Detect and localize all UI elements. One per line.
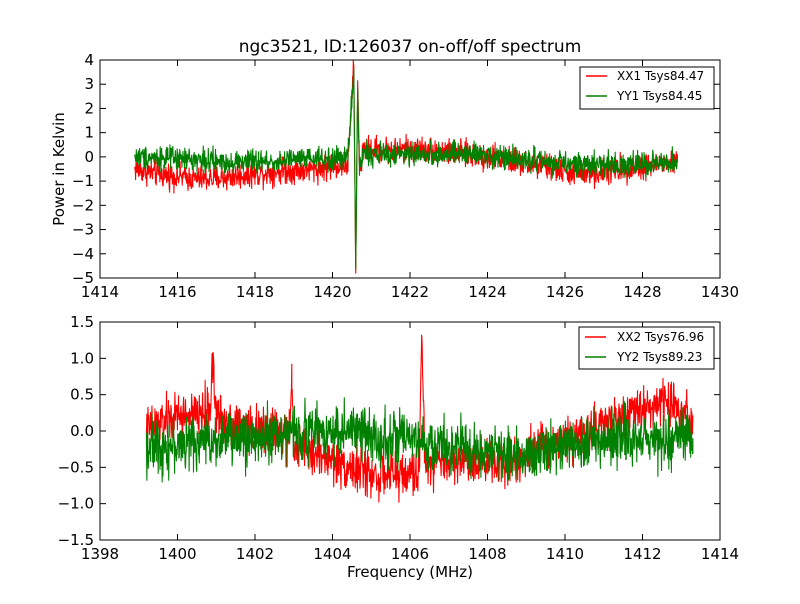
top-y-tick-label: −5 [72,269,94,287]
bottom-y-tick-label: −1.5 [58,531,94,549]
top-legend-label-yy1: YY1 Tsys84.45 [616,89,702,103]
top-legend-box [579,66,715,110]
bottom-x-tick-label: 1402 [236,545,274,563]
top-y-tick-label: −4 [72,245,94,263]
bottom-x-tick-label: 1404 [313,545,351,563]
bottom-x-tick-label: 1406 [391,545,429,563]
bottom-y-tick-label: 1.0 [70,349,94,367]
top-y-tick-label: 0 [84,148,94,166]
bottom-legend-label-xx2: XX2 Tsys76.96 [617,330,704,344]
chart-title: ngc3521, ID:126037 on-off/off spectrum [239,37,582,57]
bottom-x-tick-label: 1412 [623,545,661,563]
top-x-tick-label: 1420 [313,283,351,301]
top-y-tick-label: −2 [72,196,94,214]
bottom-x-tick-label: 1414 [701,545,739,563]
bottom-series-layer [145,334,694,503]
bottom-legend: XX2 Tsys76.96 YY2 Tsys89.23 [578,326,715,370]
top-x-tick-label: 1416 [158,283,196,301]
top-legend: XX1 Tsys84.47 YY1 Tsys84.45 [579,66,715,110]
bottom-y-tick-label: −1.0 [58,495,94,513]
top-y-tick-label: −3 [72,221,94,239]
top-axes-frame [99,59,721,279]
bottom-tick-layer: 1398 1400 1402 1404 1406 1408 1410 1412 1414 −1.5… [58,313,740,563]
bottom-legend-box [578,326,715,370]
bottom-x-tick-label: 1408 [468,545,506,563]
bottom-y-tick-label: 0.0 [70,422,94,440]
top-x-tick-label: 1430 [701,283,739,301]
top-y-tick-label: 4 [84,51,94,69]
top-y-tick-label: 2 [84,99,94,117]
bottom-y-tick-label: 0.5 [70,386,94,404]
top-y-tick-label: 1 [84,124,94,142]
top-x-tick-label: 1428 [623,283,661,301]
bottom-legend-label-yy2: YY2 Tsys89.23 [616,350,702,364]
top-y-tick-label: 3 [84,75,94,93]
bottom-y-tick-label: −0.5 [58,458,94,476]
bottom-x-tick-label: 1400 [158,545,196,563]
top-x-tick-label: 1422 [391,283,429,301]
top-y-axis-label: Power in Kelvin [50,112,68,226]
bottom-x-tick-label: 1410 [546,545,584,563]
bottom-series-xx-line [145,334,694,503]
bottom-x-axis-label: Frequency (MHz) [347,563,473,581]
top-x-tick-label: 1424 [468,283,506,301]
bottom-axes-frame [99,321,721,541]
top-x-tick-label: 1426 [546,283,584,301]
top-series-yy-line [134,68,678,269]
top-y-tick-label: −1 [72,172,94,190]
bottom-x-tick-label: 1398 [81,545,119,563]
top-x-tick-label: 1414 [81,283,119,301]
top-x-tick-label: 1418 [236,283,274,301]
bottom-series-yy-line [145,397,694,483]
top-legend-label-xx1: XX1 Tsys84.47 [617,69,704,83]
top-spectrum-panel: ngc3521, ID:126037 on-off/off spectrum 1… [50,37,739,301]
bottom-spectrum-panel: 1398 1400 1402 1404 1406 1408 1410 1412 1414 −1.5… [58,313,740,581]
top-series-layer [134,59,678,274]
bottom-y-tick-label: 1.5 [70,313,94,331]
top-tick-layer: 1414 1416 1418 1420 1422 1424 1426 1428 1430−5−4… [72,51,739,301]
